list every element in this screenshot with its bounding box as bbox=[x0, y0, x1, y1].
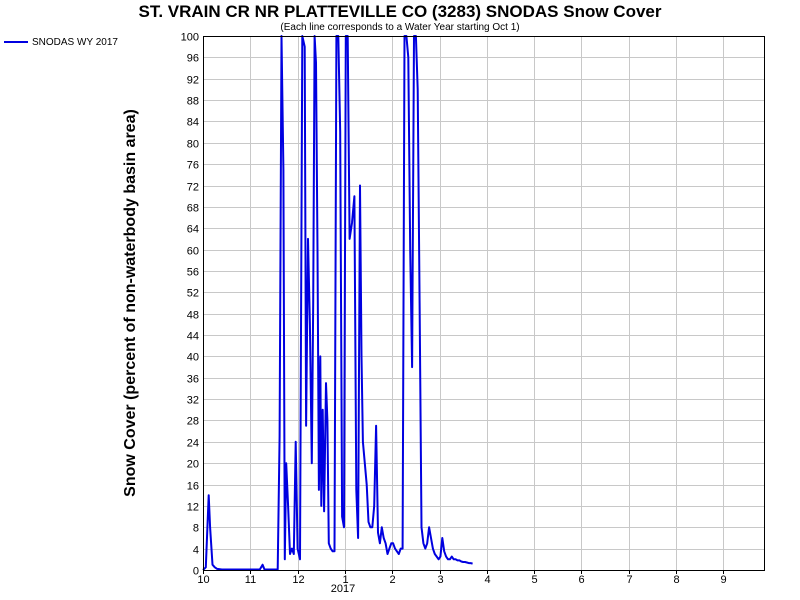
y-tick-label: 40 bbox=[187, 352, 199, 364]
x-tick-label: 7 bbox=[626, 574, 632, 586]
y-tick-label: 72 bbox=[187, 182, 199, 194]
y-tick-label: 20 bbox=[187, 459, 199, 471]
y-tick-label: 36 bbox=[187, 374, 199, 386]
data-layer bbox=[202, 35, 473, 571]
y-tick-label: 56 bbox=[187, 267, 199, 279]
y-tick-label: 28 bbox=[187, 416, 199, 428]
plot-frame bbox=[203, 36, 765, 571]
y-tick-label: 88 bbox=[187, 96, 199, 108]
legend-label: SNODAS WY 2017 bbox=[32, 37, 118, 48]
y-tick-label: 64 bbox=[187, 224, 199, 236]
x-tick-label: 3 bbox=[437, 574, 443, 586]
y-tick-label: 12 bbox=[187, 502, 199, 514]
y-tick-label: 32 bbox=[187, 395, 199, 407]
y-tick-label: 16 bbox=[187, 481, 199, 493]
y-tick-label: 84 bbox=[187, 117, 199, 129]
y-tick-label: 0 bbox=[193, 566, 199, 578]
x-tick-label: 5 bbox=[531, 574, 537, 586]
x-tick-label: 9 bbox=[720, 574, 726, 586]
y-tick-label: 76 bbox=[187, 160, 199, 172]
y-tick-label: 52 bbox=[187, 288, 199, 300]
y-axis-label: Snow Cover (percent of non-waterbody bas… bbox=[122, 109, 139, 497]
y-tick-label: 92 bbox=[187, 75, 199, 87]
x-tick-label: 11 bbox=[245, 574, 256, 586]
y-tick-label: 4 bbox=[193, 545, 199, 557]
x-tick-labels: 10 11 12 1 2 3 4 5 6 7 8 9 bbox=[197, 574, 726, 586]
y-tick-label: 96 bbox=[187, 53, 199, 65]
x-tick-label: 12 bbox=[292, 574, 304, 586]
y-tick-label: 68 bbox=[187, 203, 199, 215]
chart-subtitle: (Each line corresponds to a Water Year s… bbox=[280, 22, 519, 33]
y-tick-label: 100 bbox=[181, 32, 199, 44]
x-tick-label: 10 bbox=[197, 574, 209, 586]
y-tick-label: 8 bbox=[193, 523, 199, 535]
series-line-wy2017 bbox=[202, 35, 473, 571]
chart-title: ST. VRAIN CR NR PLATTEVILLE CO (3283) SN… bbox=[139, 2, 662, 21]
y-tick-labels: 0481216202428323640444852566064687276808… bbox=[181, 32, 199, 578]
legend: SNODAS WY 2017 bbox=[4, 37, 118, 48]
x-tick-label: 8 bbox=[673, 574, 679, 586]
axes bbox=[203, 36, 765, 574]
y-tick-label: 60 bbox=[187, 246, 199, 258]
x-tick-label: 1 bbox=[342, 574, 348, 586]
y-tick-label: 44 bbox=[187, 331, 199, 343]
y-tick-label: 24 bbox=[187, 438, 199, 450]
x-tick-label: 2 bbox=[389, 574, 395, 586]
x-tick-label: 6 bbox=[578, 574, 584, 586]
x-tick-label: 4 bbox=[484, 574, 490, 586]
x-year-label: 2017 bbox=[331, 583, 355, 595]
y-tick-label: 80 bbox=[187, 139, 199, 151]
y-tick-label: 48 bbox=[187, 310, 199, 322]
